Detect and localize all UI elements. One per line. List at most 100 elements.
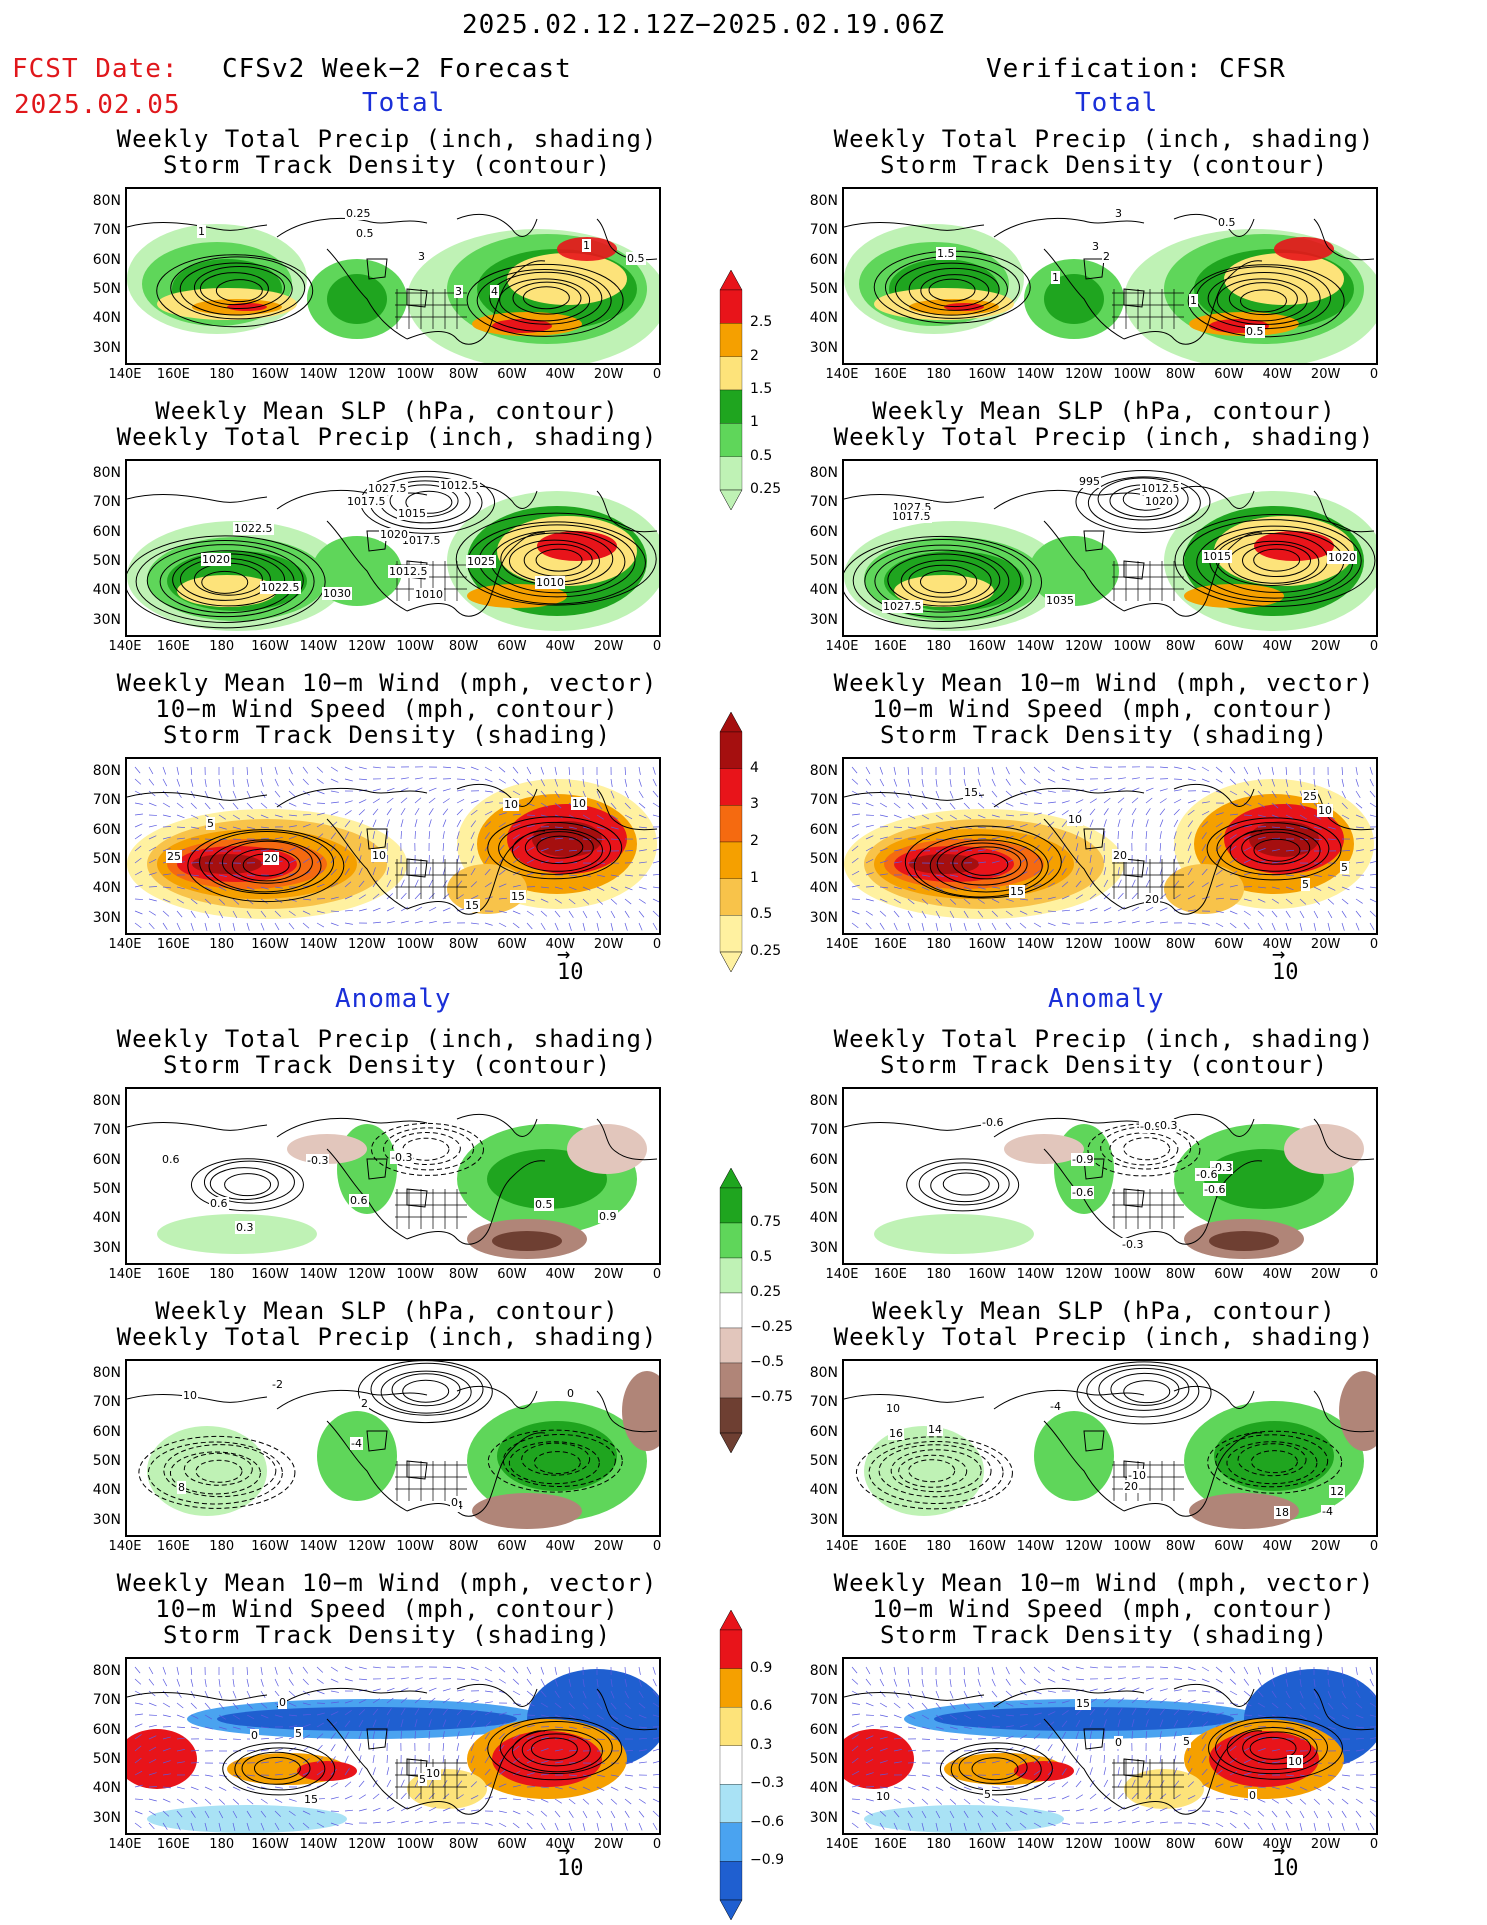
lat-tick-label: 40N [92, 582, 121, 599]
colorbar-tick-label: 0.5 [750, 447, 773, 464]
fcst-label: FCST Date: [12, 54, 179, 84]
verification-title: Verification: CFSR [986, 54, 1286, 84]
lon-tick-label: 160E [156, 937, 190, 952]
contour-label: 3 [1091, 240, 1100, 253]
colorbar-tick-label: 0.75 [750, 1214, 782, 1230]
lon-tick-label: 160W [968, 1539, 1006, 1554]
lat-tick-label: 50N [92, 280, 121, 297]
panel-title-line: Weekly Mean 10−m Wind (mph, vector) [833, 669, 1375, 697]
lon-tick-label: 20W [1310, 1267, 1341, 1282]
lat-tick-label: 70N [809, 1122, 838, 1139]
lon-tick-label: 100W [1113, 1837, 1151, 1852]
lon-tick-label: 160W [251, 937, 289, 952]
lon-tick-label: 20W [1310, 639, 1341, 654]
lon-tick-label: 100W [1113, 937, 1151, 952]
contour-label: 10 [371, 849, 387, 862]
contour-label: 0.5 [1245, 325, 1265, 338]
lon-tick-label: 40W [1262, 1837, 1292, 1852]
lon-tick-label: 140E [825, 367, 859, 382]
contour-label: 10 [571, 797, 587, 810]
colorbar-tick-label: 0.6 [750, 1698, 773, 1715]
colorbar-tick-label: 2.5 [750, 314, 773, 331]
contour-label: 10 [1317, 804, 1333, 817]
lon-tick-label: 80W [448, 1539, 479, 1554]
lat-tick-label: 80N [809, 1365, 838, 1381]
lon-tick-label: 140E [108, 1267, 142, 1282]
lon-tick-label: 180 [926, 1539, 952, 1554]
lat-tick-label: 50N [809, 1180, 838, 1197]
lon-tick-label: 120W [347, 639, 386, 654]
lon-tick-label: 160W [251, 1539, 289, 1554]
contour-label: 15 [963, 786, 979, 799]
contour-label: 10 [1067, 813, 1083, 826]
contour-label: 5 [294, 1727, 303, 1740]
map-panel-fc_wind_anom: 5 0 5 10 15 0 [125, 1657, 661, 1835]
lon-tick-label: 100W [396, 367, 434, 382]
panel-title-line: Storm Track Density (shading) [162, 721, 612, 749]
lon-tick-label: 140W [1016, 937, 1055, 952]
map-canvas [844, 213, 1376, 363]
contour-label: 5 [1340, 861, 1349, 874]
contour-label: 10 [1287, 1755, 1303, 1768]
colorbar-tick-label: −0.5 [750, 1354, 784, 1370]
map-panel-ob_slp_anom: 14 20 16 18 12 -10 10 -4 -4 [842, 1359, 1378, 1537]
colorbar-tick-label: 2 [750, 833, 759, 849]
lat-tick-label: 40N [809, 582, 838, 599]
colorbar-tick-label: 0.5 [750, 1249, 773, 1265]
lat-tick-label: 60N [809, 523, 838, 540]
lon-tick-label: 140E [108, 639, 142, 654]
lat-tick-label: 60N [92, 821, 121, 838]
contour-label: 3 [454, 285, 463, 298]
lon-tick-label: 60W [497, 1837, 527, 1852]
forecast-title: CFSv2 Week−2 Forecast [222, 54, 572, 84]
date-range: 2025.02.12.12Z−2025.02.19.06Z [462, 10, 945, 40]
lon-tick-label: 80W [1165, 1539, 1196, 1554]
lat-tick-label: 30N [92, 909, 121, 926]
colorbar-tick-label: 0.3 [750, 1736, 773, 1753]
lon-tick-label: 140W [1016, 1837, 1055, 1852]
lon-tick-label: 160W [968, 367, 1006, 382]
lon-tick-label: 60W [497, 639, 527, 654]
lon-tick-label: 140E [825, 1267, 859, 1282]
lon-tick-label: 40W [1262, 367, 1292, 382]
contour-label: 0.9 [598, 1210, 618, 1223]
panel-title-line: Storm Track Density (shading) [879, 1621, 1329, 1649]
contour-label: 1025 [466, 555, 496, 568]
lat-tick-label: 30N [809, 909, 838, 926]
contour-label: 14 [927, 1423, 943, 1436]
lon-tick-label: 0 [1369, 1837, 1379, 1852]
contour-label: 1012.5 [1140, 482, 1181, 495]
lat-tick-label: 40N [809, 880, 838, 897]
colorbar-anom_storm [719, 1610, 743, 1920]
lon-tick-label: 60W [1214, 937, 1244, 952]
lat-tick-label: 80N [92, 465, 121, 481]
colorbar-total_storm [719, 712, 743, 972]
lon-tick-label: 160E [156, 367, 190, 382]
contour-label: 0 [250, 1729, 259, 1742]
lon-tick-label: 20W [593, 937, 624, 952]
lon-tick-label: 160W [968, 937, 1006, 952]
panel-title-line: Storm Track Density (shading) [879, 721, 1329, 749]
lat-tick-label: 70N [809, 1394, 838, 1411]
contour-label: 0.5 [534, 1198, 554, 1211]
lon-tick-label: 120W [347, 367, 386, 382]
lon-tick-label: 80W [1165, 367, 1196, 382]
panel-title-line: Storm Track Density (contour) [162, 1051, 612, 1079]
colorbar-anom_precip [719, 1168, 743, 1453]
vector-ref-arrow: → [557, 942, 571, 967]
lon-tick-label: 60W [1214, 367, 1244, 382]
lon-tick-label: 80W [1165, 937, 1196, 952]
panel-title-line: Weekly Total Precip (inch, shading) [833, 1025, 1375, 1053]
contour-label: 0 [450, 1496, 459, 1509]
lon-tick-label: 140W [1016, 367, 1055, 382]
panel-title-line: Storm Track Density (contour) [162, 151, 612, 179]
lon-tick-label: 40W [1262, 639, 1292, 654]
lon-tick-label: 160E [873, 937, 907, 952]
lon-tick-label: 80W [448, 367, 479, 382]
lat-tick-label: 70N [809, 792, 838, 809]
contour-label: 1030 [322, 587, 352, 600]
contour-label: -0.9 [1139, 1120, 1163, 1133]
lon-tick-label: 160W [968, 1267, 1006, 1282]
lon-tick-label: 100W [1113, 1267, 1151, 1282]
lon-tick-label: 40W [545, 1837, 575, 1852]
